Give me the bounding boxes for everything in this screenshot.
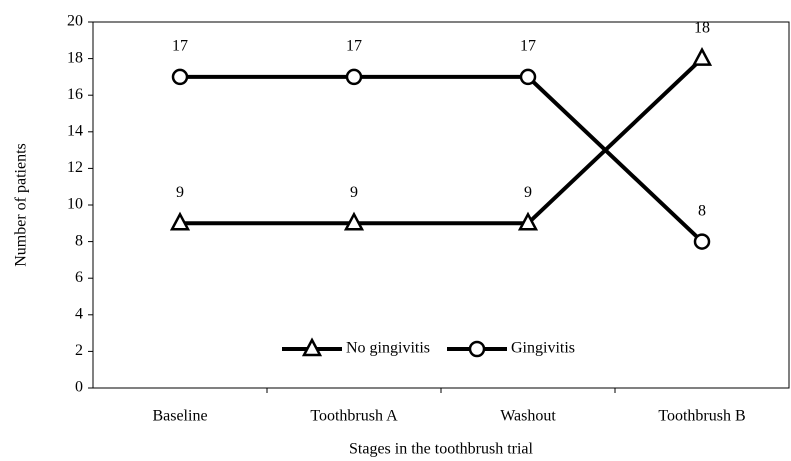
line [180, 74, 704, 244]
y-tick-label: 16 [67, 86, 83, 103]
y-tick-label: 2 [75, 342, 83, 359]
y-tick-label: 0 [75, 379, 83, 396]
x-tick-label: Toothbrush A [310, 408, 398, 425]
data-label: 17 [520, 38, 536, 55]
marker [343, 211, 365, 231]
marker [519, 68, 537, 86]
data-label: 8 [698, 202, 706, 219]
marker [468, 340, 486, 358]
marker [171, 68, 189, 86]
data-label: 18 [694, 19, 710, 36]
marker [517, 211, 539, 231]
x-axis-label: Stages in the toothbrush trial [349, 441, 534, 458]
y-tick-label: 12 [67, 159, 83, 176]
y-tick-label: 6 [75, 269, 83, 286]
data-label: 17 [346, 38, 362, 55]
y-tick-label: 4 [75, 305, 83, 322]
x-tick-label: Washout [500, 408, 556, 425]
y-tick-label: 14 [67, 122, 83, 139]
y-tick-label: 10 [67, 196, 83, 213]
y-tick-label: 20 [67, 13, 83, 30]
data-label: 9 [524, 184, 532, 201]
marker [169, 211, 191, 231]
data-label: 17 [172, 38, 188, 55]
x-tick-label: Toothbrush B [658, 408, 745, 425]
data-label: 9 [350, 184, 358, 201]
marker [345, 68, 363, 86]
line [180, 57, 704, 226]
y-tick-label: 8 [75, 232, 83, 249]
marker [691, 46, 713, 66]
marker [693, 233, 711, 250]
y-axis-label: Number of patients [13, 143, 30, 267]
legend-label: No gingivitis [346, 340, 430, 357]
marker [301, 337, 323, 357]
y-tick-label: 18 [67, 49, 83, 66]
legend-label: Gingivitis [511, 340, 575, 357]
x-tick-label: Baseline [152, 408, 207, 425]
data-label: 9 [176, 184, 184, 201]
